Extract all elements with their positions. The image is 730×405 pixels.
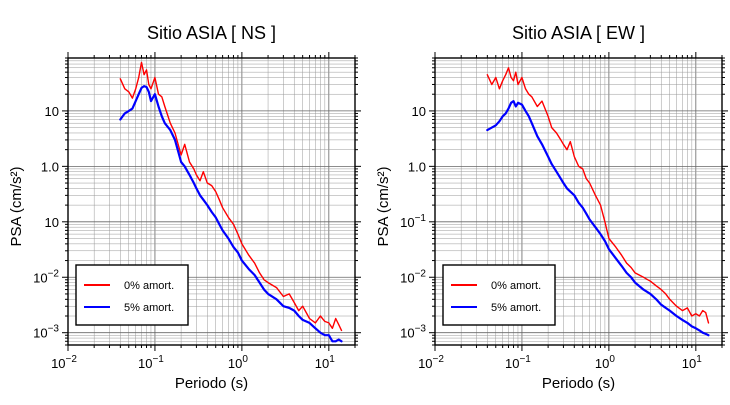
legend-label: 0% amort. (491, 280, 541, 292)
series-line-0pct (119, 61, 343, 332)
y-tick-label: 10−2 (400, 268, 426, 285)
y-tick-label: 10−2 (33, 268, 59, 285)
legend-label: 5% amort. (491, 302, 541, 314)
series-line-0pct (486, 67, 710, 324)
legend-box (442, 264, 556, 326)
x-tick-label: 100 (228, 354, 248, 371)
y-tick-label: 10 (45, 104, 59, 119)
legend-label: 0% amort. (124, 280, 174, 292)
x-tick-label: 10−2 (51, 354, 77, 371)
grid-lines (434, 57, 723, 346)
tick-marks (429, 52, 728, 351)
plot-frame (434, 57, 723, 346)
x-axis-label: Periodo (s) (542, 375, 615, 392)
legend-label: 5% amort. (124, 302, 174, 314)
x-tick-label: 10−1 (138, 354, 164, 371)
legend: 0% amort. 5% amort. (442, 264, 556, 326)
y-tick-label: 10−3 (400, 324, 426, 341)
y-tick-label: 1.0 (408, 159, 426, 174)
legend: 0% amort. 5% amort. (75, 264, 189, 326)
chart-title: Sitio ASIA [ NS ] (147, 23, 276, 43)
y-tick-label: 10 (45, 215, 59, 230)
x-tick-label: 10−2 (418, 354, 444, 371)
chart-panel-2: Sitio ASIA [ EW ] 10−2 10−1 100 101 10−3 10−2 1… (375, 23, 728, 392)
grid-lines (67, 57, 356, 346)
chart-panel-1: Sitio ASIA [ NS ] 10−2 10−1 100 101 10−3 10−2 1… (8, 23, 361, 392)
x-tick-label: 101 (315, 354, 335, 371)
y-axis-label: PSA (cm/s²) (375, 166, 392, 246)
y-tick-label: 1.0 (41, 159, 59, 174)
tick-marks (62, 52, 361, 351)
y-tick-label: 10 (412, 104, 426, 119)
y-tick-label: 10−3 (33, 324, 59, 341)
chart-title: Sitio ASIA [ EW ] (512, 23, 645, 43)
x-tick-label: 101 (682, 354, 702, 371)
x-tick-label: 100 (595, 354, 615, 371)
x-tick-label: 10−1 (505, 354, 531, 371)
x-axis-label: Periodo (s) (175, 375, 248, 392)
legend-box (75, 264, 189, 326)
series-line-5pct (119, 85, 343, 343)
y-tick-label: 10−1 (400, 213, 426, 230)
y-axis-label: PSA (cm/s²) (8, 166, 25, 246)
series-line-5pct (486, 100, 710, 337)
plot-frame (67, 57, 356, 346)
